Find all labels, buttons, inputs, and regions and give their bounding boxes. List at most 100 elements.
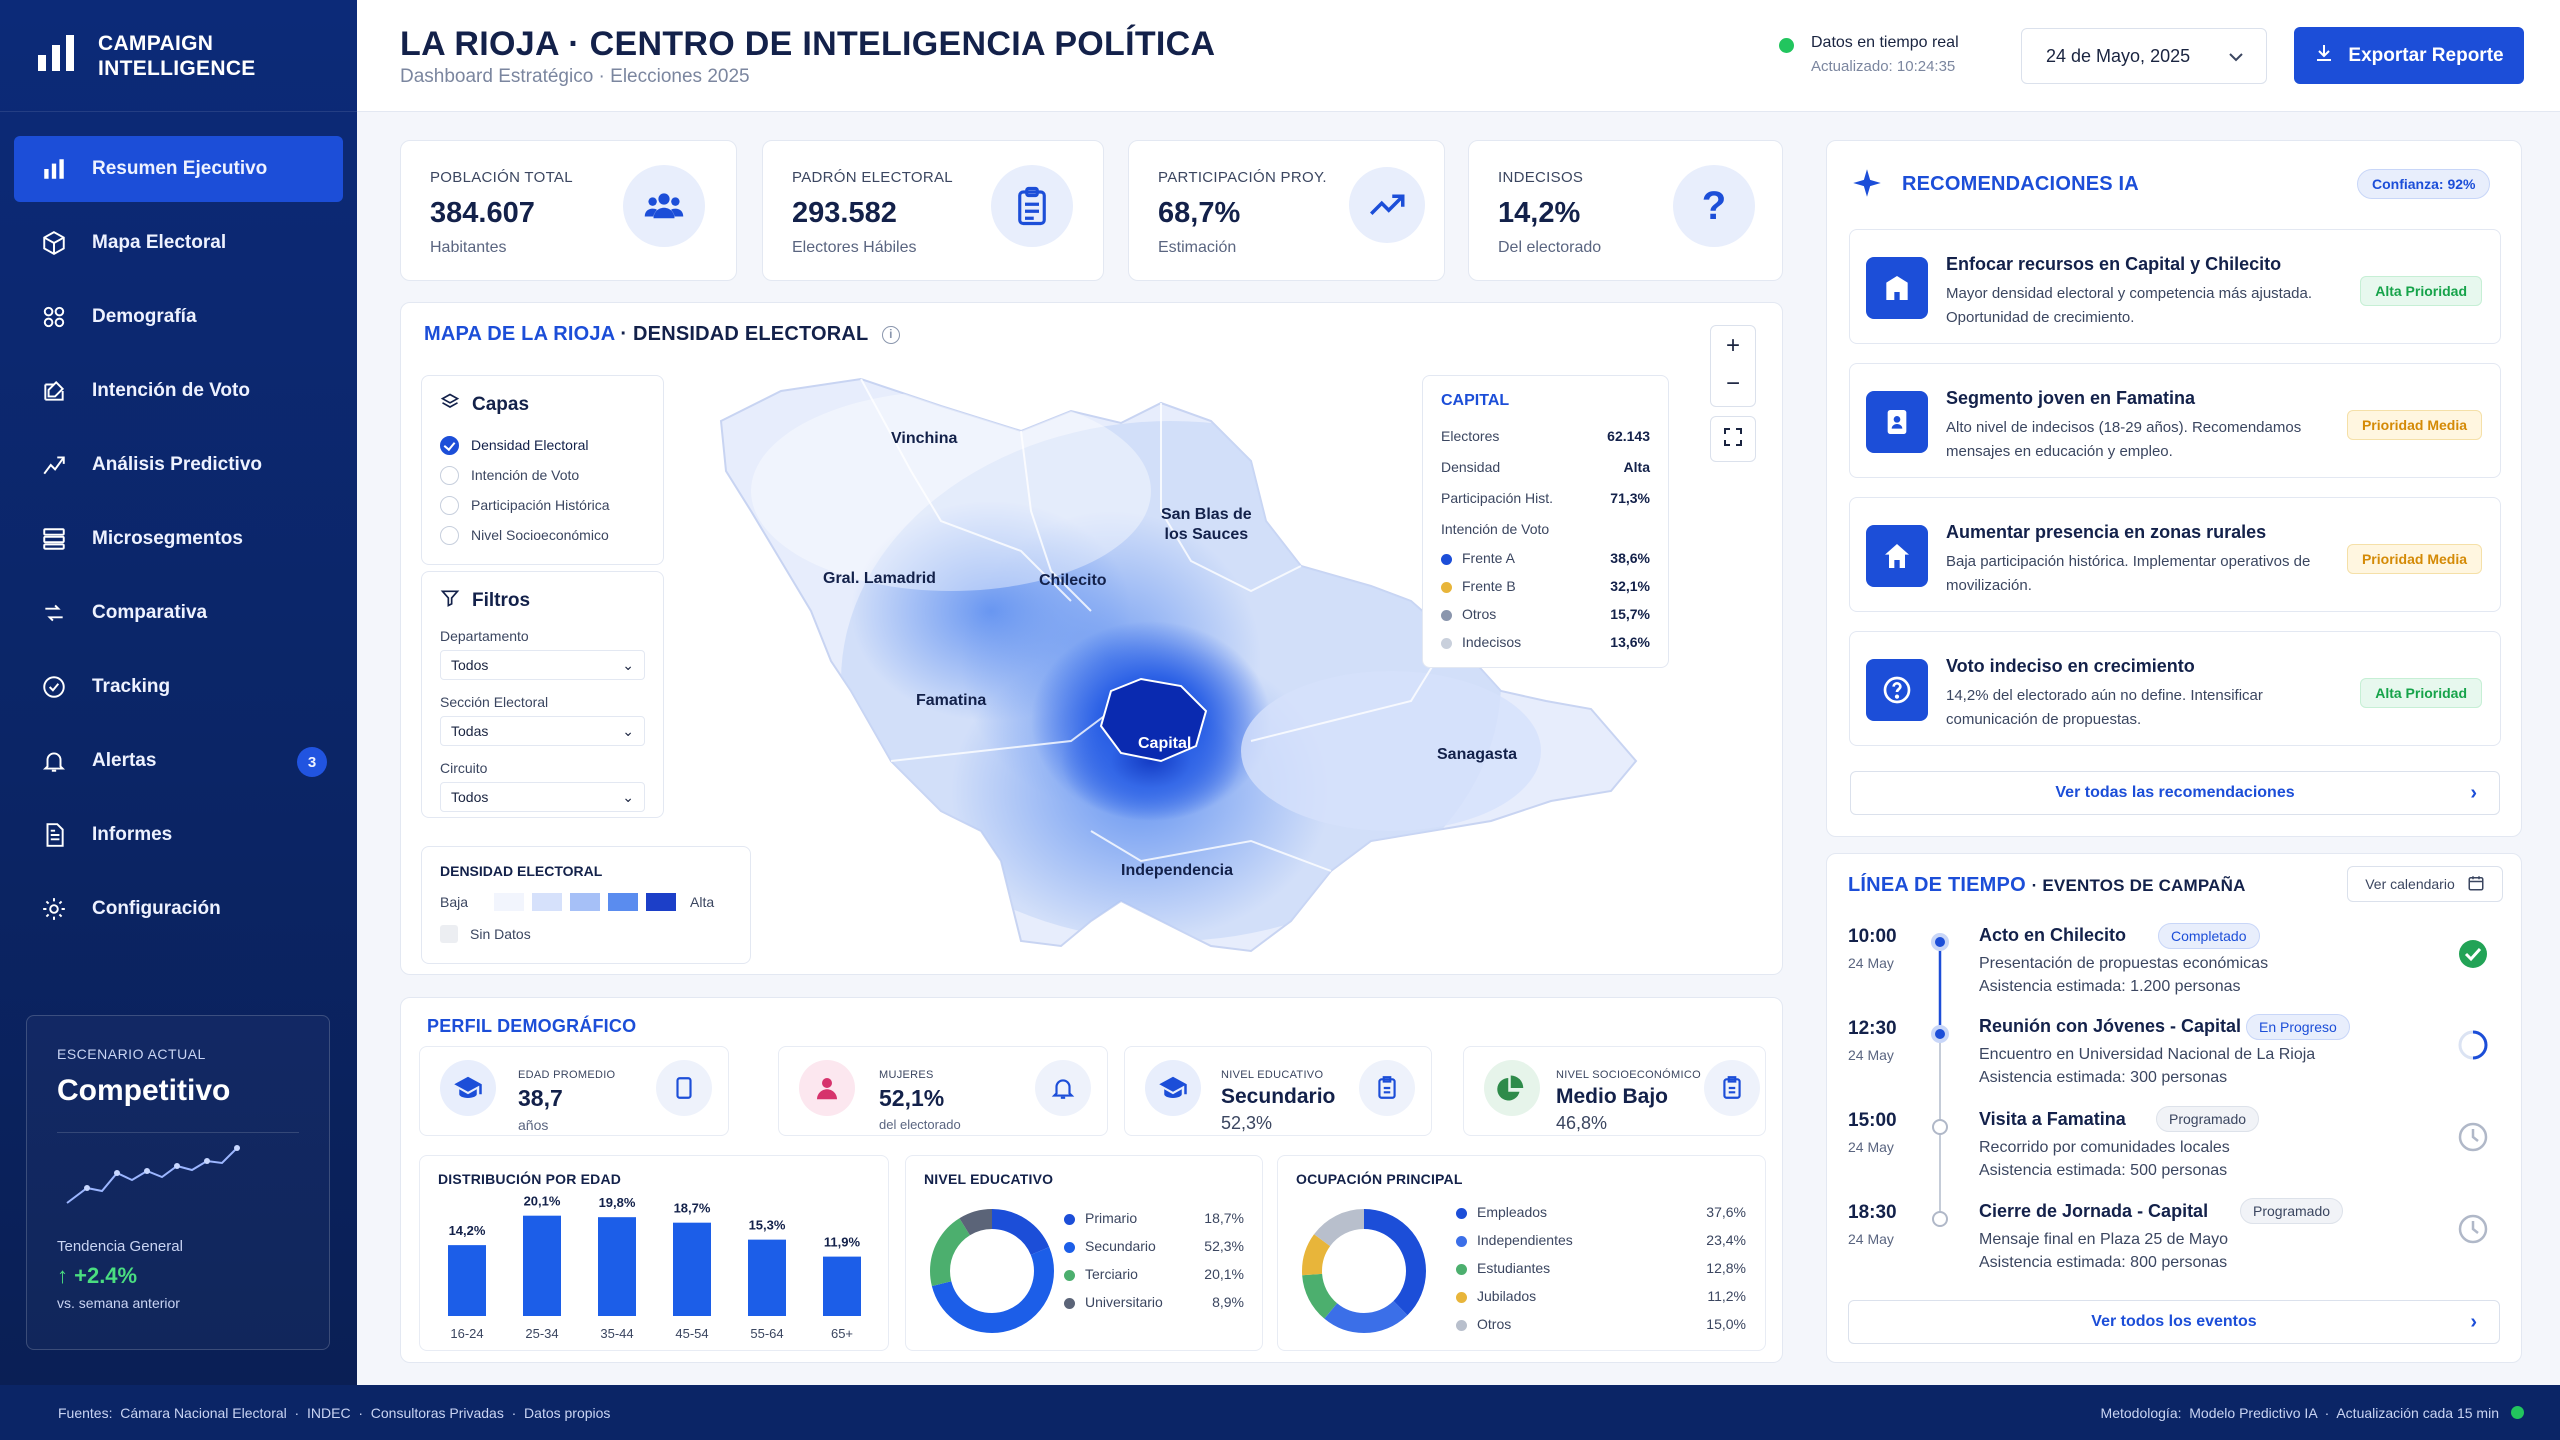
- footer-method-text: Metodología: Modelo Predictivo IA · Actu…: [2100, 1404, 2499, 1421]
- sidebar-item-configuracion[interactable]: Configuración: [14, 876, 343, 942]
- see-all-recommendations-button[interactable]: Ver todas las recomendaciones ›: [1850, 771, 2500, 815]
- region-label-vinchina[interactable]: Vinchina: [891, 430, 958, 447]
- mini-label: NIVEL EDUCATIVO: [1221, 1069, 1324, 1081]
- legend-row: Secundario 52,3%: [1064, 1232, 1244, 1260]
- region-label-capital[interactable]: Capital: [1138, 735, 1192, 752]
- region-label-independencia[interactable]: Independencia: [1121, 862, 1234, 879]
- event-title[interactable]: Visita a Famatina: [1979, 1109, 2126, 1129]
- view-calendar-button[interactable]: Ver calendario: [2347, 866, 2503, 902]
- legend-dot-icon: [1441, 609, 1452, 621]
- sidebar-item-comparativa[interactable]: Comparativa: [14, 580, 343, 646]
- sidebar-item-alertas[interactable]: Alertas 3: [14, 728, 343, 794]
- fullscreen-button[interactable]: [1710, 416, 1756, 462]
- sidebar-item-microsegmentos[interactable]: Microsegmentos: [14, 506, 343, 572]
- layer-option[interactable]: Participación Histórica: [440, 490, 645, 520]
- download-icon: [2314, 43, 2334, 69]
- bar-chart-icon: [40, 155, 68, 183]
- age-tick-label: 45-54: [675, 1326, 708, 1341]
- event-date: 24 May: [1848, 1139, 1894, 1155]
- filter-icon: [440, 588, 460, 614]
- see-all-events-button[interactable]: Ver todos los eventos ›: [1848, 1300, 2500, 1344]
- demo-card-socioeconomic: NIVEL SOCIOECONÓMICO Medio Bajo 46,8%: [1463, 1046, 1766, 1136]
- sidebar-item-mapa[interactable]: Mapa Electoral: [14, 210, 343, 276]
- age-bar-label: 14,2%: [449, 1223, 486, 1238]
- layers-title-text: Capas: [472, 394, 530, 415]
- info-value: 71,3%: [1610, 489, 1650, 506]
- rec-title: Enfocar recursos en Capital y Chilecito: [1946, 254, 2282, 274]
- filters-title-text: Filtros: [472, 590, 531, 611]
- event-desc-line: Presentación de propuestas económicas: [1979, 955, 2269, 972]
- clipboard-icon[interactable]: [1359, 1060, 1415, 1116]
- recommendation-card[interactable]: Aumentar presencia en zonas rurales Baja…: [1849, 497, 2501, 612]
- rec-desc: Mayor densidad electoral y competencia m…: [1946, 285, 2313, 326]
- gear-icon: [40, 895, 68, 923]
- date-select[interactable]: 24 de Mayo, 2025: [2021, 28, 2267, 84]
- brand[interactable]: CAMPAIGN INTELLIGENCE: [0, 0, 357, 112]
- province-map[interactable]: [691, 361, 1651, 961]
- region-label-famatina[interactable]: Famatina: [916, 692, 987, 709]
- mini-label: EDAD PROMEDIO: [518, 1069, 616, 1081]
- radio-checked-icon: [440, 435, 459, 455]
- age-bar: [523, 1215, 561, 1316]
- clipboard-icon[interactable]: [1704, 1060, 1760, 1116]
- age-bar: [598, 1217, 636, 1316]
- age-tick-label: 25-34: [525, 1326, 558, 1341]
- zoom-out-icon[interactable]: −: [1725, 370, 1740, 397]
- kpi-label: INDECISOS: [1498, 169, 1584, 186]
- page-subtitle: Dashboard Estratégico · Elecciones 2025: [400, 66, 750, 87]
- sidebar-item-predictivo[interactable]: Análisis Predictivo: [14, 432, 343, 498]
- bell-icon[interactable]: [1035, 1060, 1091, 1116]
- donut-slice: [1302, 1209, 1426, 1333]
- sidebar-item-resumen[interactable]: Resumen Ejecutivo: [14, 136, 343, 202]
- sidebar-item-label: Alertas: [92, 750, 157, 771]
- event-title[interactable]: Reunión con Jóvenes - Capital: [1979, 1016, 2242, 1036]
- department-select[interactable]: Todos ⌄: [440, 650, 645, 680]
- filter-label: Sección Electoral: [440, 694, 549, 710]
- sidebar-item-intencion[interactable]: Intención de Voto: [14, 358, 343, 424]
- sidebar-item-tracking[interactable]: Tracking: [14, 654, 343, 720]
- donut-slice: [930, 1209, 1054, 1333]
- layer-option[interactable]: Nivel Socioeconómico: [440, 520, 645, 550]
- legend-value: 11,2%: [1707, 1288, 1746, 1304]
- priority-badge: Prioridad Media: [2346, 410, 2482, 440]
- legend-row: Jubilados 11,2%: [1456, 1282, 1746, 1310]
- age-tick-label: 16-24: [450, 1326, 483, 1341]
- confidence-badge: Confianza: 92%: [2357, 169, 2491, 199]
- sidebar-item-informes[interactable]: Informes: [14, 802, 343, 868]
- education-chart-card: NIVEL EDUCATIVO Primario 18,7% Secundario 5…: [905, 1155, 1263, 1351]
- layer-option[interactable]: Intención de Voto: [440, 460, 645, 490]
- layer-option[interactable]: Densidad Electoral: [440, 430, 645, 460]
- event-desc-line: Encuentro en Universidad Nacional de La …: [1979, 1046, 2316, 1063]
- legend-dot-icon: [1441, 637, 1452, 649]
- zoom-in-icon[interactable]: +: [1725, 332, 1740, 359]
- region-label-sanblas[interactable]: San Blas de los Sauces: [1161, 505, 1252, 545]
- region-label-lamadrid[interactable]: Gral. Lamadrid: [823, 570, 936, 587]
- recommendation-card[interactable]: Voto indeciso en crecimiento 14,2% del e…: [1849, 631, 2501, 746]
- region-label-chilecito[interactable]: Chilecito: [1039, 572, 1107, 589]
- export-button[interactable]: Exportar Reporte: [2294, 27, 2524, 84]
- event-title[interactable]: Cierre de Jornada - Capital: [1979, 1201, 2209, 1221]
- device-icon[interactable]: [656, 1060, 712, 1116]
- circuit-select[interactable]: Todos ⌄: [440, 782, 645, 812]
- filters-panel: Filtros Departamento Todos ⌄ Sección Elec…: [421, 571, 664, 818]
- building-icon: [1866, 257, 1928, 319]
- sidebar-nav: Resumen Ejecutivo Mapa Electoral Demogra…: [0, 112, 357, 942]
- see-all-label: Ver todas las recomendaciones: [2055, 784, 2295, 801]
- map-title-accent: MAPA DE LA RIOJA: [424, 323, 615, 345]
- recommendation-card[interactable]: Segmento joven en Famatina Alto nivel de…: [1849, 363, 2501, 478]
- region-label-sanagasta[interactable]: Sanagasta: [1437, 746, 1518, 763]
- event-desc: Recorrido por comunidades locales Asisten…: [1979, 1136, 2379, 1182]
- legend-value: 15,0%: [1706, 1316, 1746, 1332]
- event-title[interactable]: Acto en Chilecito: [1979, 925, 2127, 945]
- kpi-card-participacion: PARTICIPACIÓN PROY. 68,7% Estimación: [1128, 140, 1445, 281]
- info-icon[interactable]: i: [881, 325, 900, 344]
- brand-logo-icon: [36, 33, 76, 78]
- recommendation-card[interactable]: Enfocar recursos en Capital y Chilecito …: [1849, 229, 2501, 344]
- intent-name: Indecisos: [1462, 634, 1522, 650]
- section-select[interactable]: Todas ⌄: [440, 716, 645, 746]
- layers-panel: Capas Densidad Electoral Intención de Vo…: [421, 375, 664, 565]
- map-title-rest: · DENSIDAD ELECTORAL: [620, 323, 869, 345]
- live-title: Datos en tiempo real: [1811, 34, 1959, 51]
- sidebar-item-demografia[interactable]: Demografía: [14, 284, 343, 350]
- layers-title: Capas: [440, 392, 645, 418]
